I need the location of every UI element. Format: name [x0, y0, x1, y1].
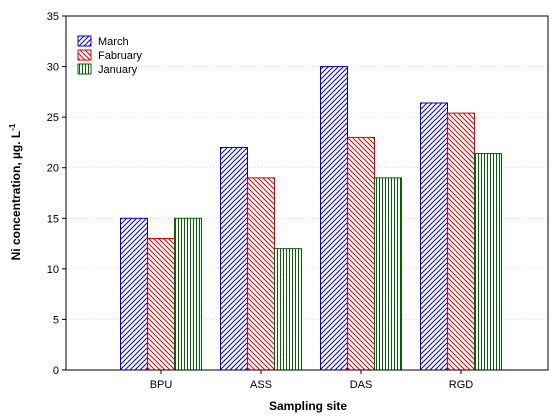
- x-tick-label: BPU: [150, 379, 173, 391]
- y-tick-labels: 0 5 10 15 20 25 30 35: [47, 11, 59, 377]
- x-axis-label: Sampling site: [269, 399, 347, 413]
- bar-fabruary-ass: [248, 178, 275, 370]
- bar-fabruary-das: [348, 137, 375, 370]
- legend-label-january: January: [98, 64, 138, 76]
- legend-swatch-march: [78, 36, 91, 46]
- y-tick-label: 35: [47, 11, 59, 23]
- bar-january-das: [375, 178, 402, 370]
- x-tick-label: RGD: [449, 379, 474, 391]
- bar-march-das: [321, 67, 348, 370]
- y-tick-label: 30: [47, 62, 59, 74]
- y-tick-label: 20: [47, 163, 59, 175]
- x-tick-label: DAS: [350, 379, 373, 391]
- bar-march-rgd: [421, 103, 448, 370]
- y-axis-label: Ni concentration, µg. L-1: [8, 123, 23, 260]
- y-tick-label: 0: [53, 365, 59, 377]
- bar-march-bpu: [121, 218, 148, 370]
- y-tick-label: 15: [47, 213, 59, 225]
- legend-label-fabruary: Fabruary: [98, 50, 143, 62]
- x-tick-label: ASS: [250, 379, 272, 391]
- legend-label-march: March: [98, 36, 129, 48]
- bar-january-bpu: [175, 218, 202, 370]
- legend-swatch-fabruary: [78, 50, 91, 60]
- bars-group: [121, 67, 502, 370]
- x-tick-labels: BPU ASS DAS RGD: [150, 379, 474, 391]
- y-tick-label: 5: [53, 314, 59, 326]
- y-axis-label-main: Ni concentration, µg. L: [9, 131, 23, 261]
- legend-swatch-january: [78, 64, 91, 74]
- y-tick-label: 10: [47, 264, 59, 276]
- bar-fabruary-rgd: [448, 113, 475, 370]
- y-axis-label-superscript: -1: [8, 123, 17, 131]
- bar-march-ass: [221, 147, 248, 370]
- bar-january-rgd: [475, 154, 502, 370]
- y-tick-label: 25: [47, 112, 59, 124]
- bar-fabruary-bpu: [148, 239, 175, 370]
- bar-january-ass: [275, 249, 302, 370]
- legend: March Fabruary January: [78, 36, 143, 76]
